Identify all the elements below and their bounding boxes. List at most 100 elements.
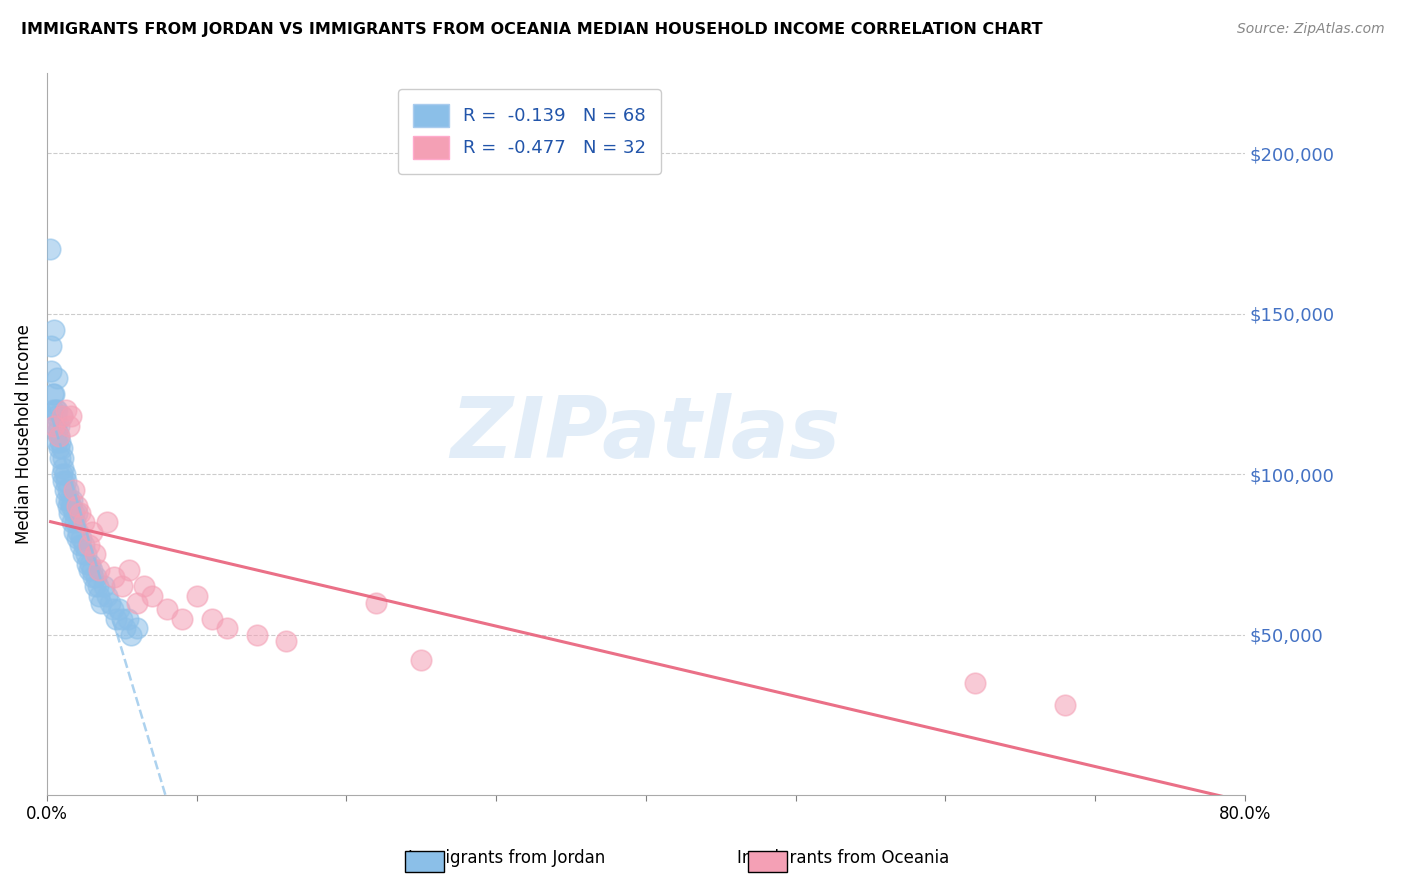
Point [96, 589, 118, 603]
Point [98, 595, 121, 609]
Point [53, 483, 76, 498]
Point [42, 403, 65, 417]
Point [411, 653, 433, 667]
Point [200, 611, 222, 625]
Point [49, 451, 72, 466]
Point [117, 611, 139, 625]
Point [276, 634, 298, 648]
Point [111, 579, 134, 593]
Point [83, 547, 105, 561]
Point [56, 483, 79, 498]
Point [79, 557, 101, 571]
Point [93, 579, 115, 593]
Point [60, 492, 83, 507]
Point [84, 570, 107, 584]
Point [42, 387, 65, 401]
Point [80, 563, 103, 577]
Point [56, 500, 79, 514]
Point [45, 403, 67, 417]
Point [103, 570, 125, 584]
Point [58, 506, 80, 520]
Text: ZIPatlas: ZIPatlas [451, 392, 841, 475]
Point [120, 627, 142, 641]
Point [141, 589, 163, 603]
Point [66, 500, 89, 514]
Point [70, 532, 93, 546]
Point [49, 435, 72, 450]
Point [60, 516, 83, 530]
Point [48, 419, 70, 434]
Point [48, 428, 70, 442]
Point [48, 428, 70, 442]
Point [66, 532, 89, 546]
Point [245, 627, 267, 641]
Point [51, 467, 73, 482]
Point [118, 563, 141, 577]
Point [170, 611, 193, 625]
Point [87, 579, 110, 593]
Point [111, 611, 134, 625]
Point [77, 563, 100, 577]
Point [83, 579, 105, 593]
Point [46, 403, 69, 417]
Point [44, 323, 66, 337]
Point [134, 579, 156, 593]
Point [63, 506, 86, 520]
Point [41, 364, 63, 378]
Point [46, 371, 69, 385]
Point [82, 570, 104, 584]
Text: Source: ZipAtlas.com: Source: ZipAtlas.com [1237, 22, 1385, 37]
Point [1054, 698, 1077, 713]
Point [156, 602, 179, 616]
Point [51, 409, 73, 424]
Point [90, 595, 112, 609]
Point [38, 243, 60, 257]
Point [186, 589, 208, 603]
Point [58, 492, 80, 507]
Point [55, 403, 77, 417]
Point [59, 500, 82, 514]
Point [45, 409, 67, 424]
Y-axis label: Median Household Income: Median Household Income [15, 324, 32, 544]
Point [69, 538, 91, 552]
Point [44, 419, 66, 434]
Point [215, 621, 238, 635]
Text: IMMIGRANTS FROM JORDAN VS IMMIGRANTS FROM OCEANIA MEDIAN HOUSEHOLD INCOME CORREL: IMMIGRANTS FROM JORDAN VS IMMIGRANTS FRO… [21, 22, 1043, 37]
Point [76, 557, 98, 571]
Point [44, 387, 66, 401]
Point [46, 435, 69, 450]
Point [65, 516, 87, 530]
Point [55, 474, 77, 488]
Point [75, 547, 97, 561]
Point [104, 611, 127, 625]
Point [101, 602, 124, 616]
Point [67, 524, 90, 539]
Point [51, 409, 73, 424]
Point [77, 538, 100, 552]
Point [52, 474, 75, 488]
Point [89, 589, 111, 603]
Point [965, 675, 987, 690]
Point [59, 409, 82, 424]
Point [73, 516, 96, 530]
Point [51, 442, 73, 456]
Point [89, 563, 111, 577]
Point [96, 516, 118, 530]
Point [52, 460, 75, 475]
Point [114, 621, 136, 635]
Text: Immigrants from Jordan: Immigrants from Jordan [408, 849, 605, 867]
Point [125, 621, 148, 635]
Point [41, 339, 63, 353]
Point [80, 524, 103, 539]
Point [55, 492, 77, 507]
Point [48, 442, 70, 456]
Point [69, 506, 91, 520]
Point [52, 451, 75, 466]
Point [45, 419, 67, 434]
Point [366, 595, 388, 609]
Point [63, 483, 86, 498]
Point [73, 538, 96, 552]
Text: Immigrants from Oceania: Immigrants from Oceania [738, 849, 949, 867]
Point [58, 419, 80, 434]
Point [72, 547, 94, 561]
